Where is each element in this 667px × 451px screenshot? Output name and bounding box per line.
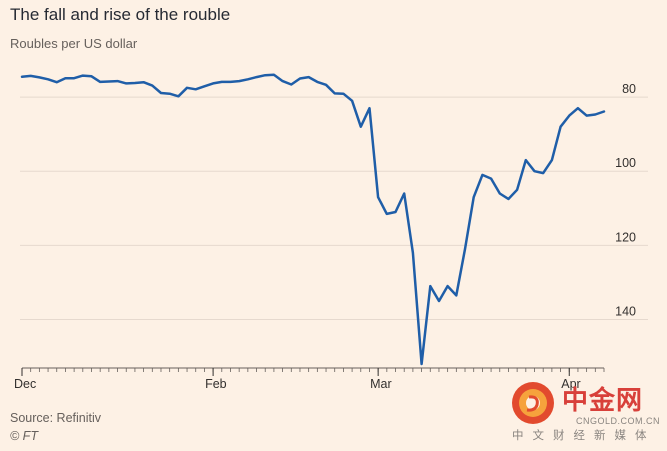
credit-note: © FT <box>10 429 38 443</box>
x-tick-label: Mar <box>370 377 392 391</box>
y-tick-label: 80 <box>622 82 636 96</box>
y-tick-label: 120 <box>615 230 636 244</box>
y-tick-label: 140 <box>615 305 636 319</box>
source-note: Source: Refinitiv <box>10 411 102 425</box>
x-tick-label: Dec <box>14 377 36 391</box>
watermark: 中金网 CNGOLD.COM.CN 中文财经新媒体 <box>510 378 660 444</box>
series-line <box>20 73 606 366</box>
watermark-site: CNGOLD.COM.CN <box>576 416 661 426</box>
chart-subtitle: Roubles per US dollar <box>10 36 138 51</box>
watermark-brand: 中金网 <box>562 386 644 416</box>
x-tick-label: Feb <box>205 377 227 391</box>
y-tick-label: 100 <box>615 156 636 170</box>
chart-title: The fall and rise of the rouble <box>10 5 231 24</box>
watermark-tagline: 中文财经新媒体 <box>512 428 656 442</box>
x-tick-label: Apr <box>561 377 580 391</box>
watermark-logo-icon <box>512 382 554 424</box>
